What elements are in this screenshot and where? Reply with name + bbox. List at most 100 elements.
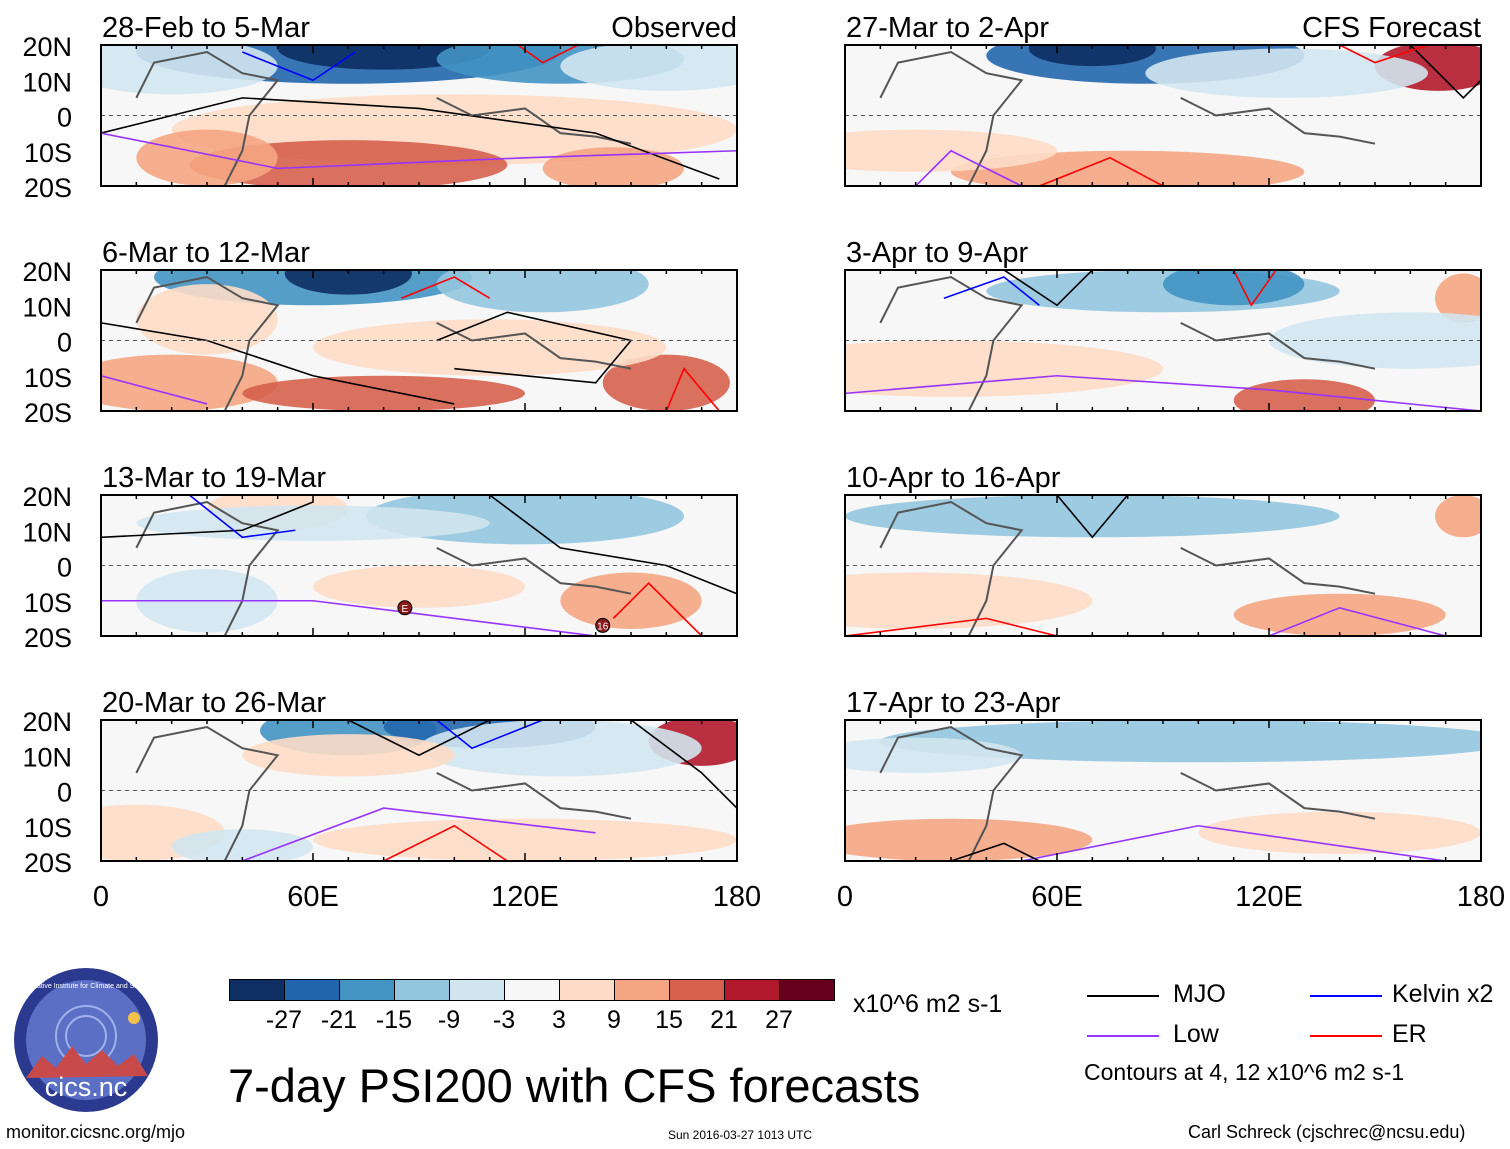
footer-timestamp: Sun 2016-03-27 1013 UTC <box>668 1128 813 1142</box>
shading-blob <box>1435 273 1481 323</box>
map-panels: 28-Feb to 5-Mar Observed20N10N010S20S6-Ma… <box>22 12 1505 913</box>
lat-label: 20N <box>22 482 72 512</box>
storm-icon <box>397 600 413 616</box>
colorbar-segment <box>559 979 615 1001</box>
shading-layer <box>101 270 730 411</box>
legend-kelvin-line <box>1310 995 1382 997</box>
contour-line <box>630 720 737 809</box>
shading-blob <box>1435 495 1481 538</box>
legend-er-label: ER <box>1392 1020 1427 1048</box>
lon-label: 180 <box>1457 881 1505 913</box>
colorbar-segment <box>724 979 780 1001</box>
contour-line <box>1232 270 1277 307</box>
footer-url[interactable]: monitor.cicsnc.org/mjo <box>6 1122 186 1142</box>
cics-logo: cics.nc Cooperative Institute for Climat… <box>12 966 160 1114</box>
map-panel: 13-Mar to 19-Mar 20N 10N 0 10S 20S <box>22 462 738 653</box>
shading-blob <box>171 829 313 861</box>
contour-line <box>1339 45 1429 64</box>
page-title: 7-day PSI200 with CFS forecasts <box>228 1059 921 1112</box>
contour-line <box>401 276 491 299</box>
shading-blob <box>845 737 1022 773</box>
coastline <box>436 321 632 370</box>
contour-line <box>1021 824 1446 861</box>
shading-blob <box>602 354 730 411</box>
lat-label: 20S <box>24 173 72 203</box>
shading-blob <box>1145 48 1428 98</box>
lat-label: 0 <box>57 553 72 583</box>
shading-layer <box>845 45 1481 186</box>
cics-logo-graphic: cics.nc Cooperative Institute for Climat… <box>14 968 158 1112</box>
panel-title: 28-Feb to 5-Mar <box>102 12 310 44</box>
lon-label: 0 <box>93 881 109 913</box>
lat-label: 20N <box>22 257 72 287</box>
lat-label: 10N <box>22 292 72 322</box>
colorbar-segment <box>339 979 395 1001</box>
panel-title: 27-Mar to 2-Apr <box>846 12 1049 44</box>
contour-line <box>101 501 314 539</box>
storm-marker: E <box>397 600 413 616</box>
contour-line <box>101 132 737 170</box>
contour-line <box>383 824 508 861</box>
lat-label: 0 <box>57 103 72 133</box>
colorbar: -27 -21 -15 -9 -3 3 9 15 21 27 <box>229 979 835 1039</box>
coastline <box>1180 546 1376 595</box>
lon-label: 120E <box>1235 881 1303 913</box>
shading-blob <box>436 270 649 313</box>
shading-layer <box>101 45 737 186</box>
lat-label: 10N <box>22 742 72 772</box>
coastline <box>135 500 280 636</box>
contour-line <box>242 807 596 861</box>
coastline <box>879 275 1024 411</box>
shading-blob <box>242 375 526 411</box>
shading-layer <box>845 495 1481 636</box>
colorbar-segment <box>449 979 505 1001</box>
panel-title: 20-Mar to 26-Mar <box>102 687 326 719</box>
lon-label: 0 <box>837 881 853 913</box>
shading-blob <box>880 720 1481 763</box>
lat-label: 10S <box>24 138 72 168</box>
contour-line <box>101 97 720 180</box>
coastline <box>436 96 632 145</box>
shading-blob <box>277 45 490 70</box>
lat-label: 10S <box>24 363 72 393</box>
contour-line <box>943 276 1040 306</box>
lat-label: 20N <box>22 32 72 62</box>
shading-blob <box>136 505 490 541</box>
legend-mjo-line <box>1087 995 1159 997</box>
shading-blob <box>1233 593 1446 636</box>
coastline <box>879 725 1024 861</box>
legend-low-line <box>1087 1035 1159 1037</box>
contour-line <box>188 495 296 539</box>
logo-text: cics.nc <box>45 1072 128 1102</box>
contour-line <box>101 374 208 405</box>
storm-marker: 16 <box>595 617 611 633</box>
shading-blob <box>101 354 278 411</box>
colorbar-tick: 27 <box>765 1006 793 1034</box>
shading-blob <box>1198 811 1481 854</box>
shading-blob <box>313 565 525 608</box>
shading-blob <box>313 319 667 376</box>
map-panel: 28-Feb to 5-Mar Observed 20N 10N 0 10S 20S <box>22 12 738 203</box>
panel-title: 13-Mar to 19-Mar <box>102 462 326 494</box>
legend-kelvin-label: Kelvin x2 <box>1392 980 1494 1008</box>
colorbar-segment <box>614 979 670 1001</box>
colorbar-segment <box>229 979 285 1001</box>
lat-label: 20N <box>22 707 72 737</box>
lat-label: 10S <box>24 813 72 843</box>
shading-blob <box>1233 379 1375 411</box>
shading-blob <box>313 818 737 861</box>
column-header: CFS Forecast <box>1302 12 1481 44</box>
shading-blob <box>542 147 684 186</box>
footer-author: Carl Schreck (cjschrec@ncsu.edu) <box>1188 1122 1466 1142</box>
contour-line <box>845 617 1058 636</box>
storm-icon <box>595 617 611 633</box>
legend-er-line <box>1310 1035 1382 1037</box>
map-panel: 20-Mar to 26-Mar 20N 10N 0 10S 20S 0 60E 120E 180 <box>22 687 761 913</box>
contour-line <box>845 374 1481 411</box>
contour-line <box>1409 45 1481 100</box>
shading-blob <box>284 270 412 295</box>
map-panel: 27-Mar to 2-Apr CFS Forecast <box>844 12 1482 187</box>
legend-mjo-label: MJO <box>1173 980 1226 1008</box>
contour-line <box>915 149 1023 186</box>
lon-label: 60E <box>1031 881 1083 913</box>
